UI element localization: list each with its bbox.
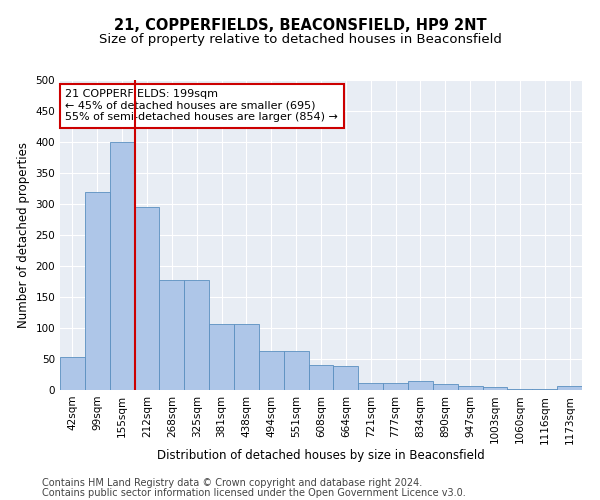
- Text: 21 COPPERFIELDS: 199sqm
← 45% of detached houses are smaller (695)
55% of semi-d: 21 COPPERFIELDS: 199sqm ← 45% of detache…: [65, 90, 338, 122]
- Bar: [209, 324, 234, 390]
- Bar: [408, 382, 433, 390]
- Bar: [334, 366, 358, 390]
- Bar: [482, 387, 508, 390]
- Y-axis label: Number of detached properties: Number of detached properties: [17, 142, 30, 328]
- Bar: [284, 351, 308, 390]
- Bar: [110, 142, 134, 390]
- Text: Contains public sector information licensed under the Open Government Licence v3: Contains public sector information licen…: [42, 488, 466, 498]
- Bar: [134, 207, 160, 390]
- Bar: [433, 384, 458, 390]
- Bar: [259, 351, 284, 390]
- Bar: [160, 280, 184, 390]
- Bar: [458, 386, 482, 390]
- Text: Contains HM Land Registry data © Crown copyright and database right 2024.: Contains HM Land Registry data © Crown c…: [42, 478, 422, 488]
- Bar: [234, 324, 259, 390]
- Bar: [85, 192, 110, 390]
- Bar: [60, 357, 85, 390]
- Bar: [184, 280, 209, 390]
- Bar: [308, 365, 334, 390]
- Bar: [508, 389, 532, 390]
- Text: Size of property relative to detached houses in Beaconsfield: Size of property relative to detached ho…: [98, 32, 502, 46]
- Bar: [383, 382, 408, 390]
- Bar: [557, 386, 582, 390]
- Bar: [358, 382, 383, 390]
- Text: 21, COPPERFIELDS, BEACONSFIELD, HP9 2NT: 21, COPPERFIELDS, BEACONSFIELD, HP9 2NT: [113, 18, 487, 32]
- X-axis label: Distribution of detached houses by size in Beaconsfield: Distribution of detached houses by size …: [157, 449, 485, 462]
